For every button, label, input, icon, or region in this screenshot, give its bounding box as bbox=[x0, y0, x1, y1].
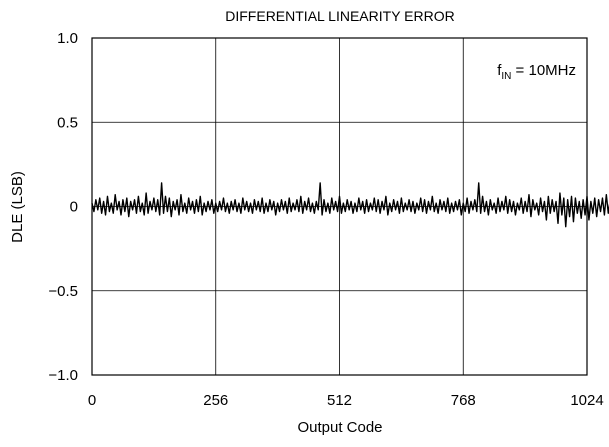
y-tick-labels: 1.0 0.5 0 −0.5 −1.0 bbox=[48, 30, 78, 384]
x-axis-label: Output Code bbox=[297, 419, 382, 436]
x-tick-label: 768 bbox=[451, 392, 476, 409]
annotation-main: f bbox=[497, 62, 502, 79]
plot-frame bbox=[91, 37, 588, 376]
x-tick-label: 512 bbox=[327, 392, 352, 409]
series-group bbox=[91, 182, 609, 228]
chart-title: DIFFERENTIAL LINEARITY ERROR bbox=[225, 8, 454, 24]
frequency-annotation: fIN = 10MHz bbox=[497, 62, 576, 82]
y-tick-label: 1.0 bbox=[57, 30, 78, 47]
y-axis-label: DLE (LSB) bbox=[9, 171, 26, 243]
y-tick-label: 0 bbox=[70, 199, 78, 216]
y-tick-label: 0.5 bbox=[57, 114, 78, 131]
dle-series-line bbox=[91, 182, 609, 228]
x-tick-labels: 0 256 512 768 1024 bbox=[88, 392, 604, 409]
annotation-rest: = 10MHz bbox=[511, 62, 576, 79]
y-tick-label: −0.5 bbox=[48, 283, 78, 300]
annotation-subscript: IN bbox=[501, 71, 511, 82]
x-tick-label: 256 bbox=[203, 392, 228, 409]
y-tick-label: −1.0 bbox=[48, 367, 78, 384]
x-tick-label: 1024 bbox=[570, 392, 603, 409]
x-tick-label: 0 bbox=[88, 392, 96, 409]
